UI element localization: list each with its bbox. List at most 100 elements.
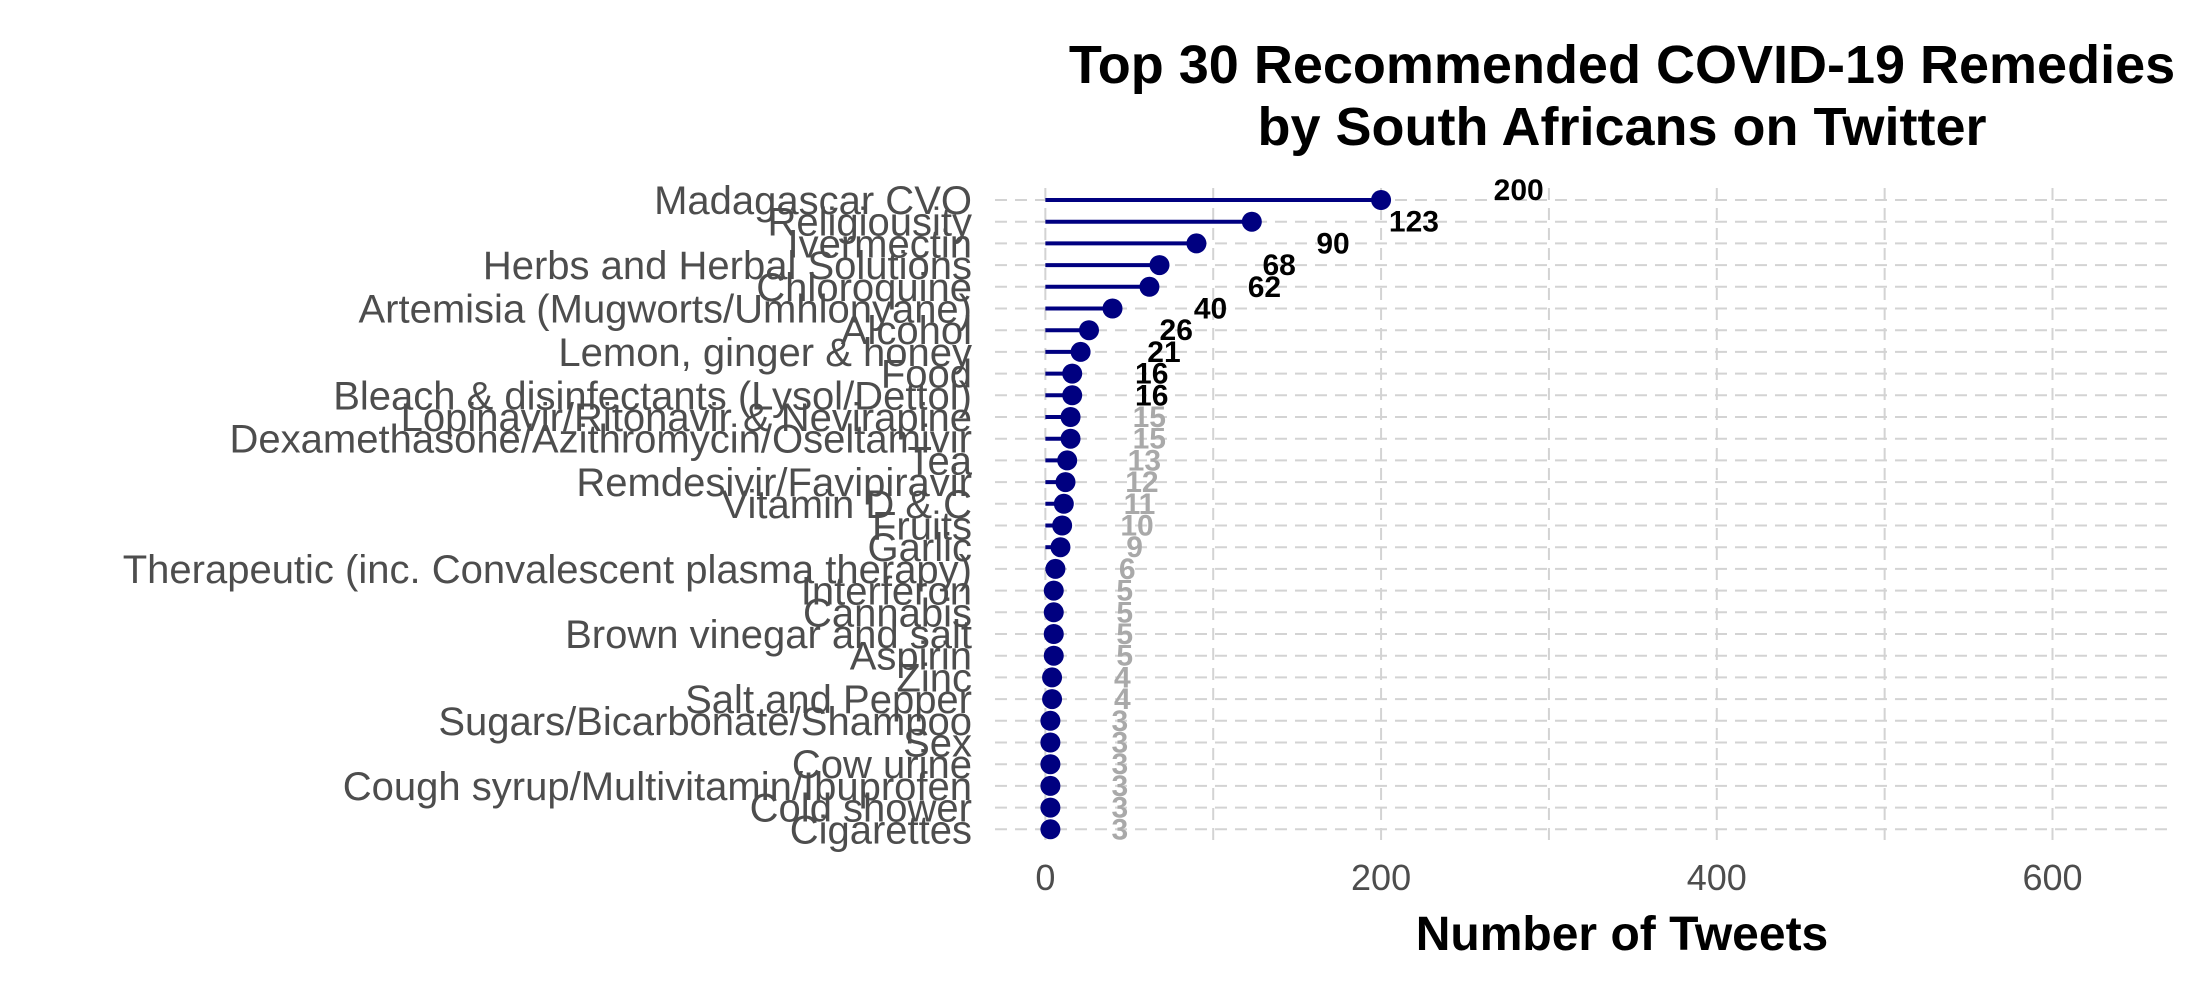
value-label: 9 [1126, 531, 1143, 564]
category-label: Vitamin D & C [722, 483, 972, 527]
category-label: Dexamethasone/Azithromycin/Oseltamivir [230, 418, 972, 462]
data-point [1040, 819, 1061, 840]
data-point [1102, 298, 1123, 319]
category-label: Garlic [868, 526, 972, 570]
value-label: 26 [1160, 314, 1193, 347]
value-label: 5 [1116, 640, 1133, 673]
value-label: 13 [1128, 444, 1161, 477]
category-label: Ivermectin [788, 222, 973, 266]
value-label: 11 [1124, 488, 1156, 521]
data-point [1055, 472, 1076, 493]
data-point [1050, 537, 1071, 558]
category-label: Salt and Pepper [685, 678, 972, 722]
data-point [1057, 450, 1078, 471]
category-labels: Madagascar CVOReligiousityIvermectinHerb… [123, 179, 973, 852]
category-label: Therapeutic (inc. Convalescent plasma th… [123, 548, 972, 592]
value-label: 68 [1262, 249, 1295, 282]
value-label: 3 [1112, 705, 1129, 738]
category-label: Aspirin [850, 635, 972, 679]
category-label: Food [881, 353, 972, 397]
data-point [1139, 276, 1160, 297]
category-label: Bleach & disinfectants (Lysol/Dettol) [333, 374, 972, 418]
value-labels: 2001239068624026211616151513121110965555… [1112, 174, 1544, 846]
value-label: 62 [1248, 271, 1281, 304]
category-label: Zinc [896, 656, 972, 700]
value-label: 16 [1135, 379, 1168, 412]
value-label: 40 [1194, 293, 1227, 326]
data-point [1043, 624, 1064, 644]
category-label: Cigarettes [790, 808, 972, 852]
data-point [1040, 710, 1061, 731]
x-tick-label: 0 [1035, 857, 1055, 898]
value-label: 90 [1316, 227, 1349, 260]
category-label: Chloroquine [756, 266, 972, 310]
data-point [1040, 775, 1061, 796]
category-label: Artemisia (Mugworts/Umhlonyane) [358, 288, 972, 332]
data-point [1079, 320, 1099, 341]
category-label: Tea [908, 439, 973, 483]
data-point [1042, 667, 1063, 688]
x-axis-title: Number of Tweets [1416, 908, 1829, 961]
category-label: Lopinavir/Ritonavir & Nevirapine [401, 396, 972, 440]
data-point [1045, 558, 1066, 579]
gridlines [995, 188, 2170, 842]
data-point [1062, 363, 1083, 384]
category-label: Herbs and Herbal Solutions [483, 244, 972, 288]
x-tick-label: 600 [2022, 857, 2082, 898]
category-label: Fruits [872, 505, 972, 549]
data-point [1043, 602, 1064, 623]
value-label: 15 [1133, 423, 1166, 456]
value-label: 6 [1119, 553, 1136, 586]
data-point [1060, 428, 1081, 449]
value-label: 21 [1147, 336, 1180, 369]
category-label: Religiousity [767, 201, 972, 245]
data-point [1241, 211, 1262, 232]
category-label: Cold shower [750, 787, 972, 831]
x-axis-tick-labels: 0 200 400 600 [1035, 857, 2082, 898]
value-label: 16 [1135, 358, 1168, 391]
category-label: Lemon, ginger & honey [558, 331, 972, 375]
category-label: Cow urine [792, 743, 972, 787]
value-label: 15 [1133, 401, 1166, 434]
x-tick-label: 200 [1351, 857, 1411, 898]
value-label: 3 [1112, 770, 1129, 803]
value-label: 4 [1114, 683, 1131, 716]
value-label: 10 [1120, 510, 1153, 543]
category-label: Cough syrup/Multivitamin/Ibuprofen [343, 765, 972, 809]
value-label: 5 [1116, 575, 1133, 608]
category-label: Madagascar CVO [654, 179, 972, 223]
chart-subtitle: by South Africans on Twitter [1257, 97, 1986, 157]
value-label: 3 [1112, 748, 1129, 781]
value-label: 200 [1494, 174, 1544, 207]
value-label: 5 [1116, 618, 1133, 651]
data-point [1052, 515, 1073, 536]
category-label: Alcohol [841, 309, 972, 353]
value-label: 123 [1389, 206, 1439, 239]
data-points [1040, 190, 1392, 840]
data-point [1186, 233, 1207, 254]
data-point [1043, 580, 1064, 601]
data-point [1053, 493, 1074, 514]
data-point [1149, 255, 1170, 276]
category-label: Remdesivir/Favipiravir [576, 461, 972, 505]
value-label: 4 [1114, 661, 1131, 694]
category-label: Interferon [801, 570, 972, 614]
value-label: 12 [1125, 466, 1158, 499]
category-label: Brown vinegar and salt [565, 613, 972, 657]
value-label: 3 [1112, 727, 1129, 760]
data-point [1040, 754, 1061, 775]
data-point [1060, 407, 1081, 427]
category-label: Sugars/Bicarbonate/Shampoo [438, 700, 972, 744]
value-label: 3 [1112, 792, 1129, 825]
data-point [1070, 341, 1091, 362]
value-label: 5 [1116, 596, 1133, 629]
data-point [1040, 797, 1061, 818]
value-label: 3 [1112, 813, 1129, 846]
data-point [1042, 689, 1063, 710]
data-point [1043, 645, 1064, 666]
x-tick-label: 400 [1687, 857, 1747, 898]
category-label: Sex [903, 722, 972, 766]
data-point [1371, 190, 1392, 210]
chart-title: Top 30 Recommended COVID-19 Remedies [1069, 35, 2175, 95]
